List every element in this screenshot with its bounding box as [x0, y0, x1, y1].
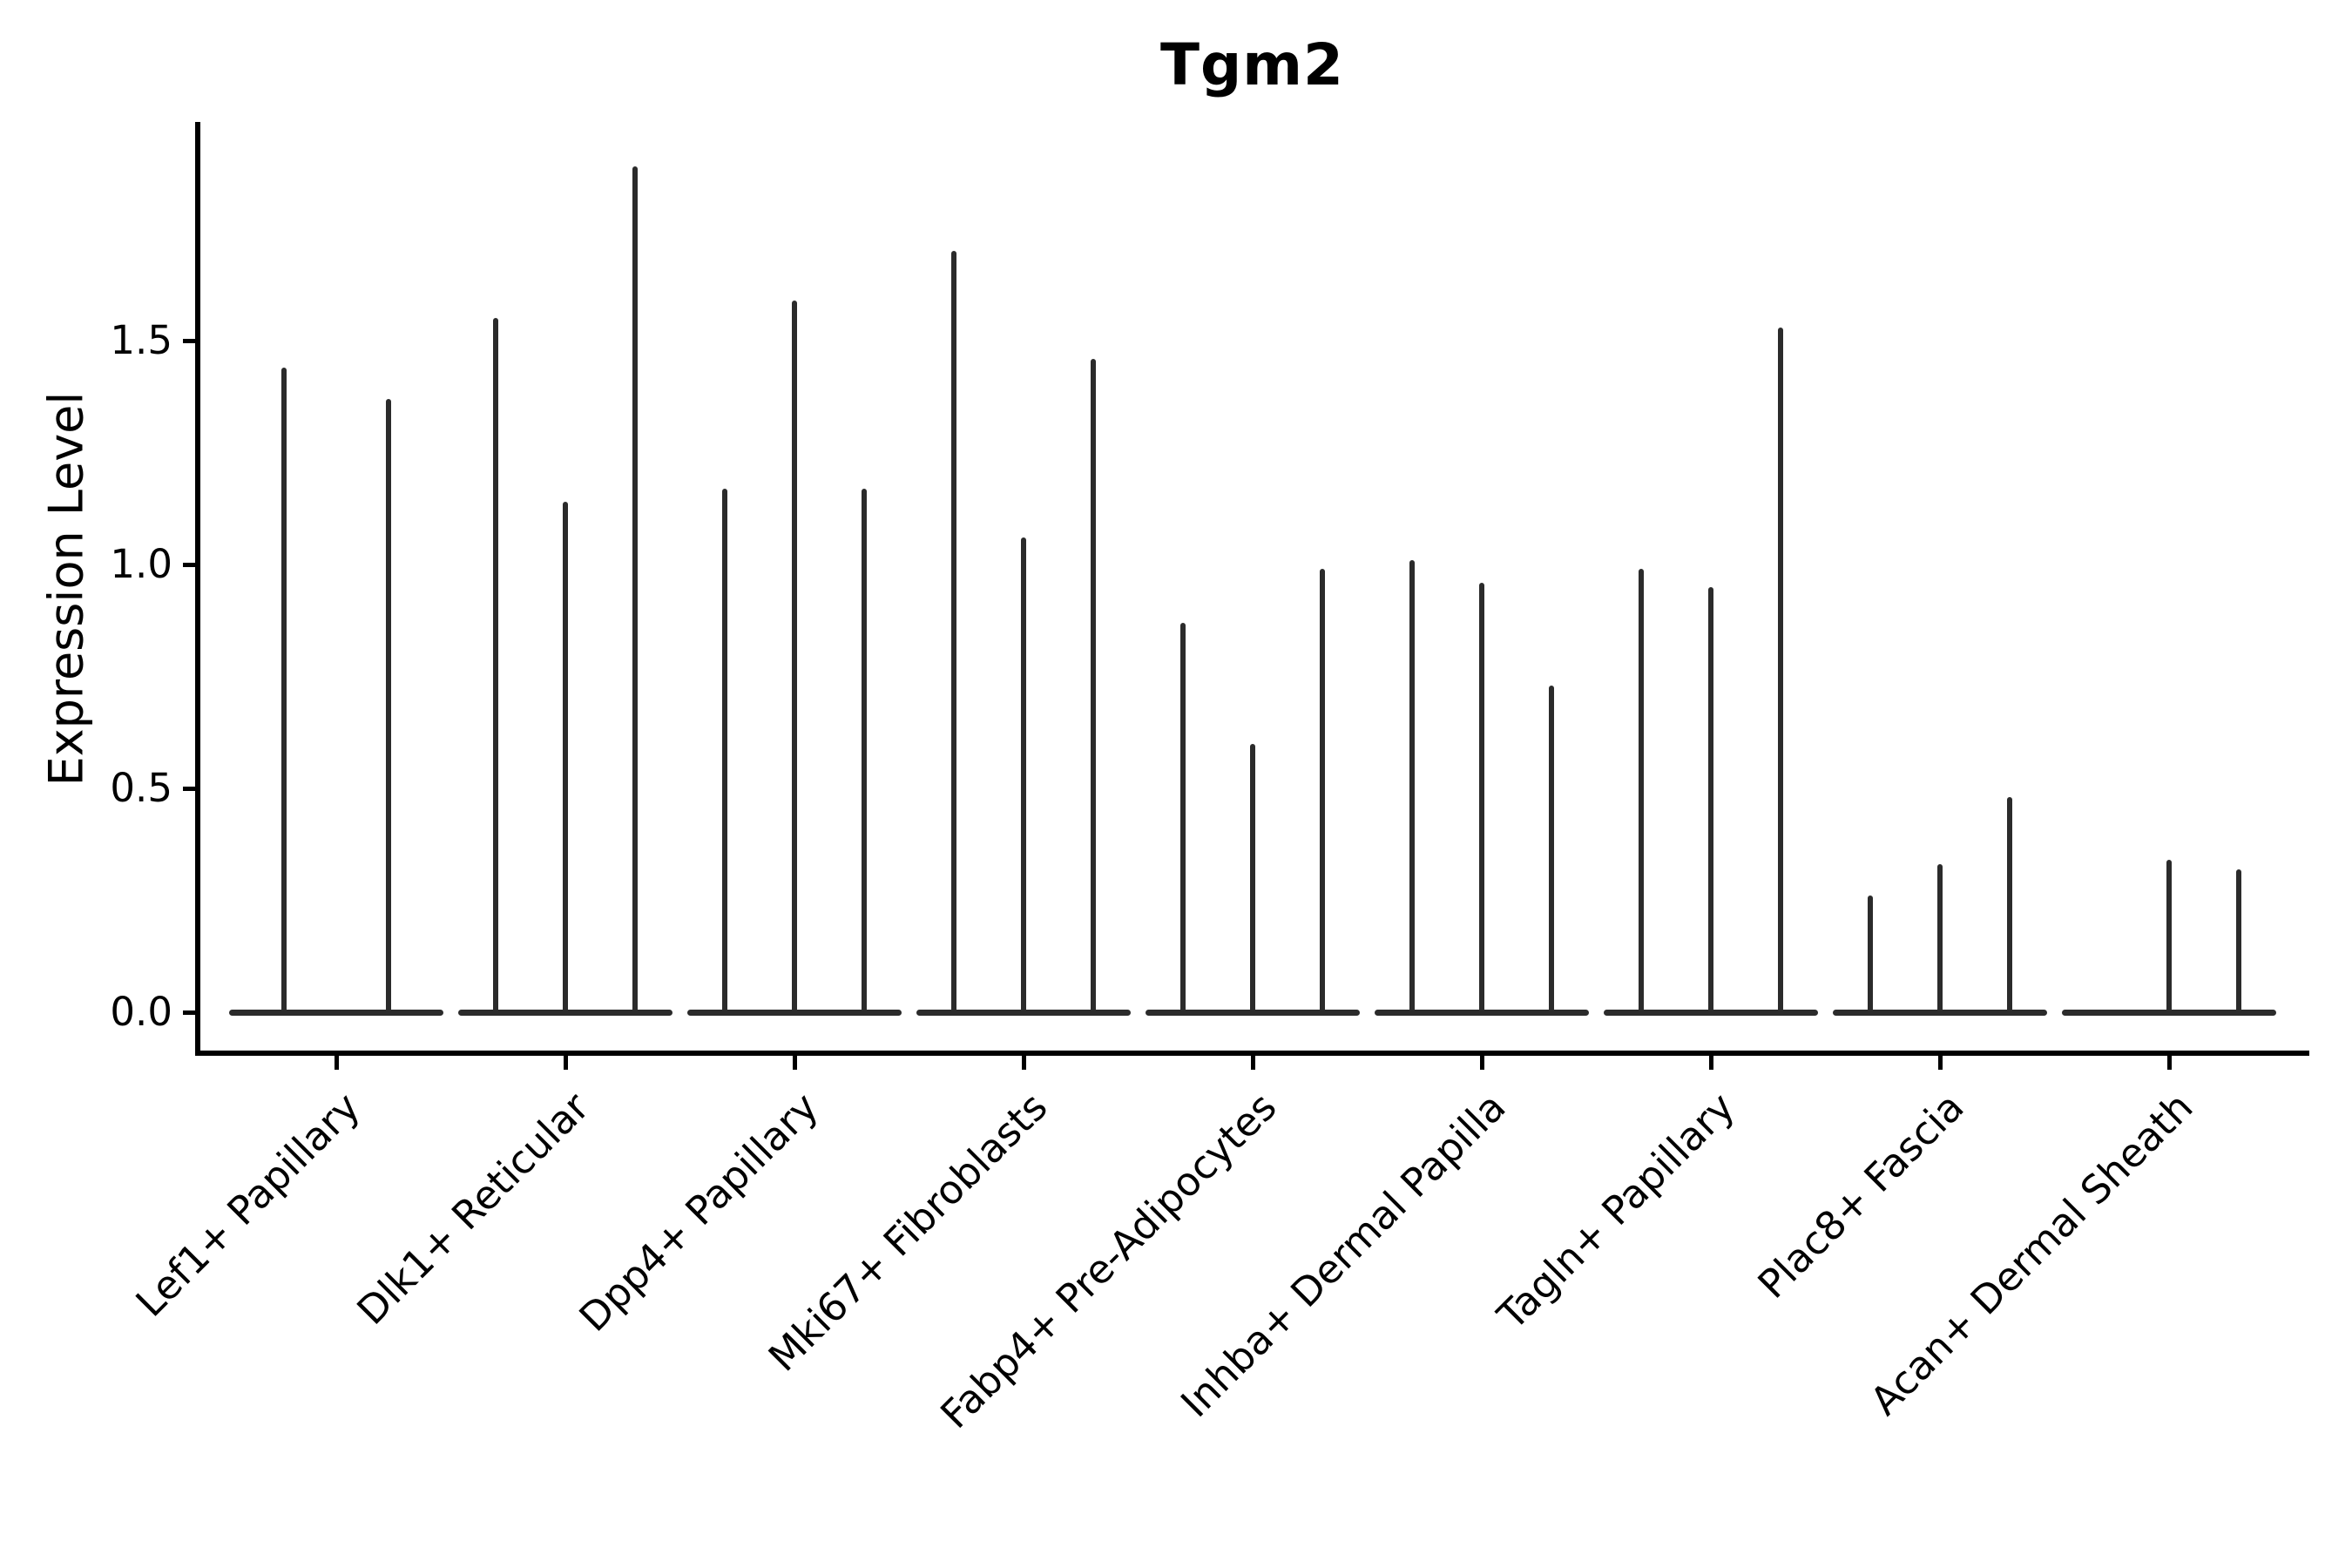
y-tick-mark [183, 786, 197, 791]
violin-spike [1091, 358, 1096, 1015]
violin-spike [722, 488, 727, 1015]
violin-spike [2007, 797, 2012, 1015]
violin-spike [792, 300, 797, 1015]
violin-spike [1180, 622, 1186, 1015]
violin-baseline [229, 1009, 443, 1016]
x-tick-mark [1479, 1056, 1484, 1070]
x-tick-mark [792, 1056, 797, 1070]
violin-spike [1639, 569, 1644, 1015]
x-tick-label: Dpp4+ Papillary [570, 1084, 828, 1341]
violin-spike [1320, 569, 1325, 1015]
violin-spike [1708, 586, 1713, 1015]
x-tick-label: Acan+ Dermal Sheath [1861, 1084, 2202, 1424]
x-tick-label: Inhba+ Dermal Papilla [1172, 1084, 1515, 1427]
x-tick-mark [1250, 1056, 1255, 1070]
violin-spike [493, 318, 498, 1015]
x-tick-label: Plac8+ Fascia [1748, 1084, 1973, 1308]
violin-spike [862, 488, 867, 1015]
y-tick-label: 1.5 [110, 317, 172, 363]
violin-spike [1778, 327, 1783, 1015]
x-tick-mark [1708, 1056, 1713, 1070]
x-tick-label: Tagln+ Papillary [1488, 1084, 1744, 1339]
x-tick-label: Dlk1+ Reticular [348, 1084, 598, 1334]
y-tick-mark [183, 562, 197, 567]
x-tick-mark [334, 1056, 339, 1070]
violin-spike [1479, 582, 1484, 1015]
y-tick-label: 1.0 [110, 541, 172, 587]
y-tick-label: 0.0 [110, 989, 172, 1035]
violin-spike [1021, 537, 1026, 1015]
violin-spike [2236, 868, 2241, 1015]
violin-spike [1549, 685, 1554, 1015]
y-tick-mark [183, 338, 197, 343]
violin-spike [563, 502, 568, 1015]
y-tick-mark [183, 1010, 197, 1015]
chart-title: Tgm2 [1160, 31, 1344, 98]
violin-spike [1937, 864, 1943, 1015]
violin-spike [281, 367, 287, 1015]
violin-spike [386, 398, 391, 1015]
x-tick-label: Mki67+ Fibroblasts [759, 1084, 1057, 1381]
violin-spike [1868, 896, 1873, 1015]
violin-spike [632, 166, 638, 1015]
x-tick-mark [1021, 1056, 1026, 1070]
violin-spike [1250, 743, 1255, 1015]
y-tick-label: 0.5 [110, 765, 172, 811]
violin-spike [2166, 860, 2172, 1015]
x-axis-spine [195, 1051, 2309, 1056]
x-tick-mark [563, 1056, 568, 1070]
y-axis-spine [195, 122, 200, 1056]
violin-spike [951, 251, 956, 1015]
x-tick-label: Fabp4+ Pre-Adipocytes [931, 1084, 1286, 1438]
violin-spike [1409, 559, 1415, 1015]
x-tick-mark [2166, 1056, 2172, 1070]
x-tick-mark [1937, 1056, 1943, 1070]
